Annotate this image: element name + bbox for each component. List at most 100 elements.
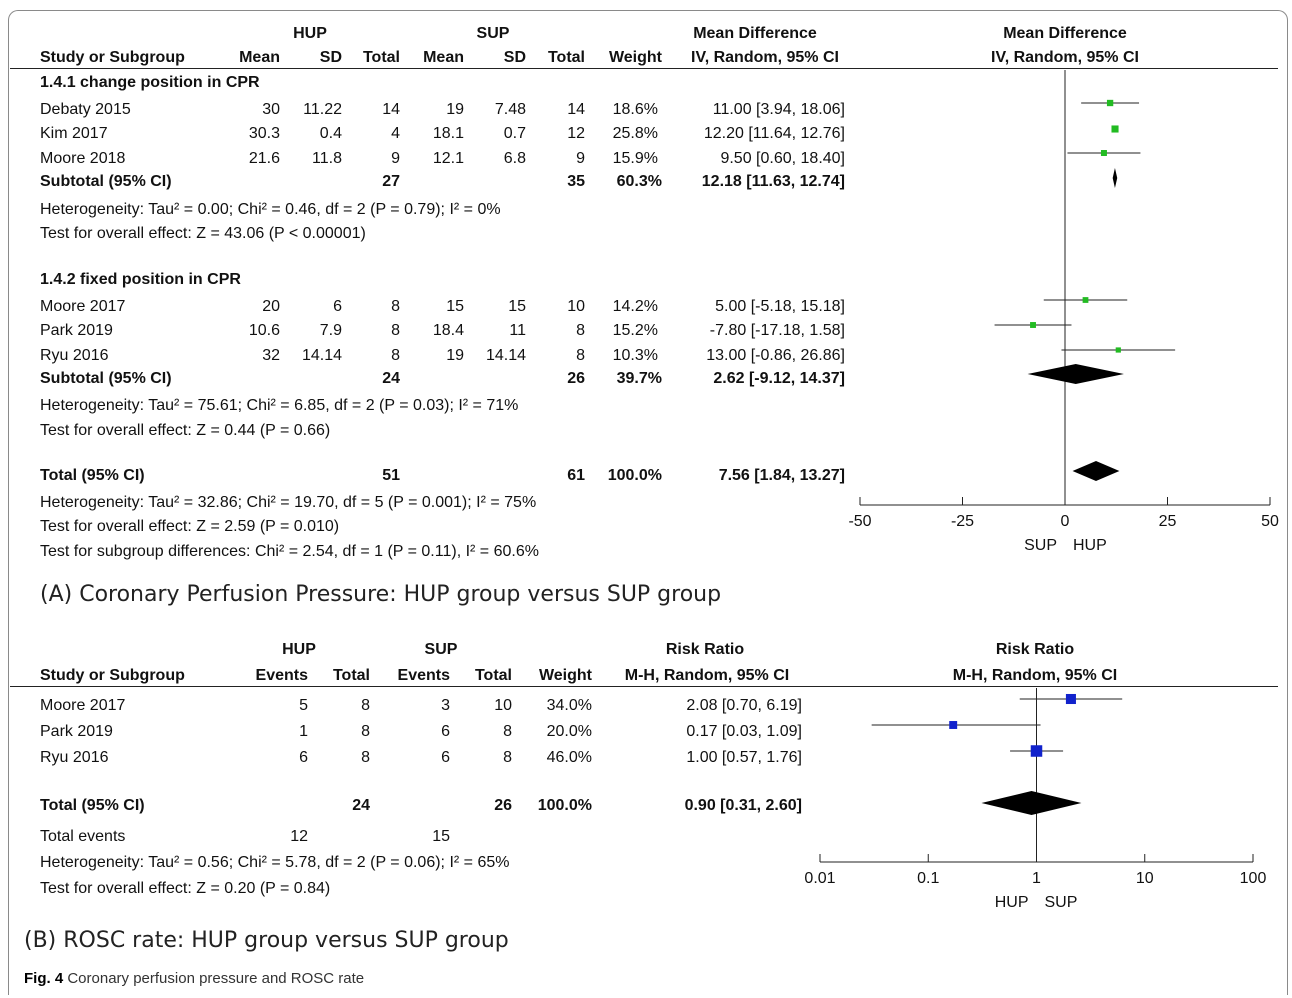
study-name: Moore 2017 [40,697,126,714]
heterogeneity-text: Heterogeneity: Tau² = 0.56; Chi² = 5.78,… [40,854,510,871]
col-weight: Weight [608,49,662,66]
pooled-diamond [1027,364,1124,384]
events-sup: 3 [441,697,450,714]
subgroup-title: 1.4.1 change position in CPR [40,74,260,91]
mean-sup: 18.1 [432,125,464,142]
col-method: IV, Random, 95% CI [691,49,839,66]
study-estimate-marker [1100,150,1107,156]
subtotal-ci: 12.18 [11.63, 12.74] [701,173,845,190]
study-estimate-marker [949,721,958,729]
total-hup: 9 [391,150,400,167]
total-weight: 100.0% [537,797,592,814]
weight: 34.0% [546,697,592,714]
effect-ci: 12.20 [11.64, 12.76] [703,125,845,142]
total-sup: 8 [576,347,585,364]
mean-sup: 12.1 [432,150,464,167]
col-study: Study or Subgroup [40,49,185,66]
effect-ci: 1.00 [0.57, 1.76] [686,749,802,766]
events-hup: 1 [299,723,308,740]
heterogeneity-text: Heterogeneity: Tau² = 0.00; Chi² = 0.46,… [40,201,501,218]
total-hup: 4 [391,125,400,142]
mean-sup: 15 [446,298,464,315]
header-rule [10,686,1278,687]
mean-hup: 20 [262,298,280,315]
col-method-plot: M-H, Random, 95% CI [952,667,1118,684]
total-hup: 8 [391,322,400,339]
subgroup-differences-text: Test for subgroup differences: Chi² = 2.… [40,543,539,560]
col-events-sup: Events [397,667,450,684]
study-estimate-marker [1082,297,1089,303]
weight: 10.3% [612,347,658,364]
total-ci: 7.56 [1.84, 13.27] [718,467,845,484]
figure-caption-text: Coronary perfusion pressure and ROSC rat… [67,970,365,987]
total-sup: 8 [576,322,585,339]
plot-header: Risk Ratio [995,641,1075,658]
subtotal-label: Subtotal (95% CI) [40,370,172,387]
heterogeneity-text: Heterogeneity: Tau² = 75.61; Chi² = 6.85… [40,397,519,414]
subtotal-total-sup: 35 [567,173,585,190]
weight: 15.2% [612,322,658,339]
total-events-label: Total events [40,828,126,845]
weight: 46.0% [546,749,592,766]
mean-hup: 30.3 [248,125,280,142]
col-total-sup: Total [547,49,585,66]
total-sup: 12 [567,125,585,142]
total-n-hup: 24 [352,797,370,814]
total-label: Total (95% CI) [40,467,145,484]
study-name: Moore 2017 [40,298,126,315]
total-sup: 8 [503,723,512,740]
x-tick-label: 0.1 [917,870,939,887]
col-mean-sup: Mean [423,49,464,66]
hup-group-header: HUP [293,25,327,42]
col-total-hup: Total [362,49,400,66]
x-tick-label: -50 [848,513,871,530]
figure-label: Fig. 4 [24,970,64,987]
col-method-plot: IV, Random, 95% CI [991,49,1139,66]
weight: 15.9% [612,150,658,167]
col-study: Study or Subgroup [40,667,185,684]
effect-ci: 2.08 [0.70, 6.19] [686,697,802,714]
subtotal-weight: 39.7% [616,370,662,387]
mean-sup: 19 [446,101,464,118]
effect-header: Mean Difference [693,25,817,42]
study-estimate-marker [1065,693,1076,705]
sd-hup: 11.22 [303,101,342,118]
events-sup: 6 [441,723,450,740]
panel-b-caption: (B) ROSC rate: HUP group versus SUP grou… [24,928,509,953]
study-name: Park 2019 [40,322,113,339]
x-tick-label: 100 [1240,870,1267,887]
mean-hup: 30 [262,101,280,118]
total-hup: 8 [361,723,370,740]
total-hup: 8 [391,347,400,364]
overall-effect-text: Test for overall effect: Z = 43.06 (P < … [40,225,366,242]
study-name: Ryu 2016 [40,749,109,766]
x-tick-label: 25 [1159,513,1177,530]
study-name: Kim 2017 [40,125,108,142]
sd-sup: 6.8 [503,150,526,167]
subtotal-total-sup: 26 [567,370,585,387]
subgroup-title: 1.4.2 fixed position in CPR [40,271,241,288]
events-sup: 6 [441,749,450,766]
mean-hup: 32 [262,347,280,364]
total-sup: 8 [503,749,512,766]
total-label: Total (95% CI) [40,797,145,814]
col-total-sup: Total [474,667,512,684]
favours-left-label: HUP [995,894,1029,911]
weight: 25.8% [612,125,658,142]
overall-effect-text: Test for overall effect: Z = 0.20 (P = 0… [40,880,331,897]
total-n-sup: 61 [567,467,585,484]
total-sup: 10 [494,697,512,714]
col-total-hup: Total [332,667,370,684]
study-estimate-marker [1106,99,1114,107]
mean-sup: 18.4 [432,322,464,339]
sd-sup: 0.7 [503,125,526,142]
plot-header: Mean Difference [1003,25,1127,42]
weight: 14.2% [612,298,658,315]
effect-ci: 9.50 [0.60, 18.40] [720,150,845,167]
events-hup: 6 [299,749,308,766]
pooled-diamond [1072,461,1120,481]
effect-ci: 13.00 [-0.86, 26.86] [706,347,845,364]
study-estimate-marker [1115,347,1121,353]
col-sd-sup: SD [503,49,526,66]
